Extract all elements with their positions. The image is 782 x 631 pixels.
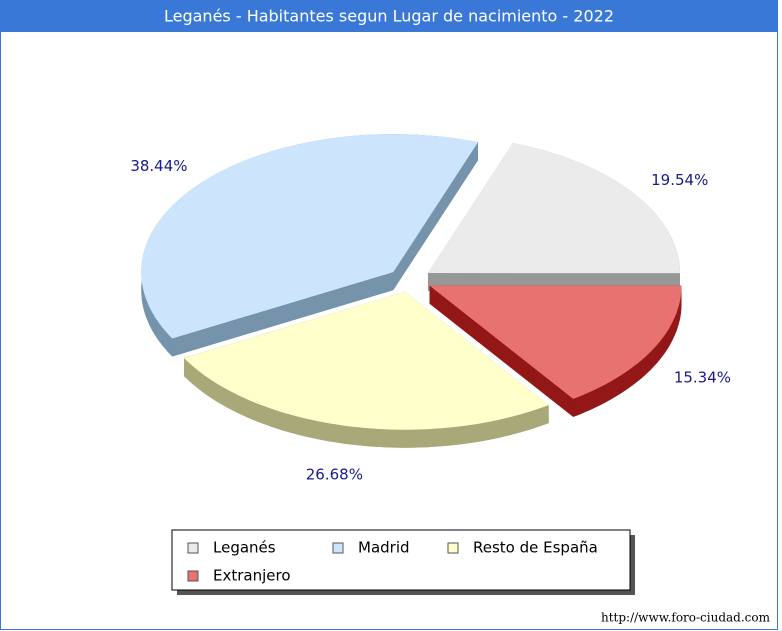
legend-label: Madrid (358, 539, 410, 557)
legend: Leganés Madrid Resto de España Extranjero (187, 539, 598, 585)
slice-rim (184, 358, 549, 448)
slice-edge (429, 285, 574, 417)
value-label: 38.44% (130, 157, 187, 175)
slice (141, 134, 479, 339)
legend-label: Leganés (213, 539, 276, 557)
slice-rim (573, 285, 682, 417)
slice-edge (172, 272, 394, 357)
value-label: 26.68% (306, 465, 363, 483)
source-note: http://www.foro-ciudad.com (601, 611, 771, 625)
legend-swatch (187, 570, 199, 582)
slice (429, 285, 682, 399)
title-bar (0, 0, 778, 32)
slice (427, 143, 680, 274)
legend-box (171, 529, 631, 591)
slice (184, 291, 549, 430)
legend-label: Extranjero (213, 567, 291, 585)
legend-swatch (447, 542, 459, 554)
legend-swatch (187, 542, 199, 554)
slice-edge (393, 142, 479, 291)
chart-title: Leganés - Habitantes segun Lugar de naci… (164, 7, 614, 26)
value-label: 19.54% (651, 171, 708, 189)
pie-tops (141, 134, 682, 430)
legend-label: Resto de España (473, 539, 598, 557)
legend-swatch (332, 542, 344, 554)
value-label: 15.34% (674, 369, 731, 387)
